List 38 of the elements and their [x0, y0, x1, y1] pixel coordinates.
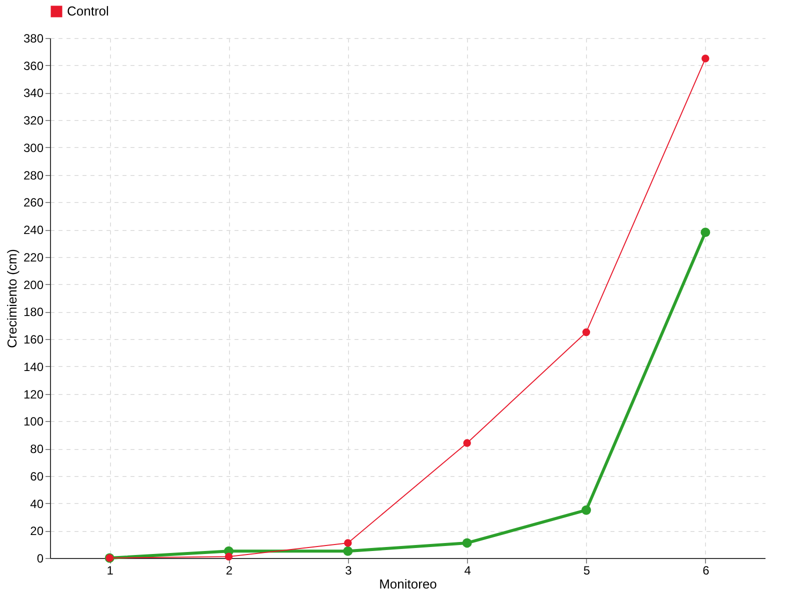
y-tick-label: 260 — [23, 196, 44, 210]
legend-label: Control — [67, 4, 110, 18]
x-tick-label: 2 — [226, 564, 233, 578]
point — [702, 54, 710, 62]
y-tick-label: 220 — [23, 250, 44, 264]
point — [343, 546, 353, 556]
y-tick-label: 320 — [23, 114, 44, 128]
y-tick-label: 0 — [36, 552, 44, 566]
y-tick-label: 180 — [23, 305, 44, 320]
y-tick-label: 160 — [23, 332, 44, 347]
point — [224, 552, 233, 560]
point — [344, 539, 352, 547]
y-tick-label: 240 — [23, 223, 44, 238]
y-tick-label: 60 — [30, 469, 44, 484]
y-tick-label: 200 — [23, 278, 44, 292]
y-tick-label: 40 — [30, 496, 44, 511]
x-tick-label: 1 — [106, 564, 114, 578]
y-tick-label: 340 — [23, 86, 44, 100]
point — [700, 228, 710, 238]
y-tick-label: 300 — [23, 140, 44, 155]
y-axis-title: Crecimiento (cm) — [4, 249, 20, 348]
y-tick-label: 100 — [23, 414, 44, 429]
y-tick-label: 280 — [23, 168, 44, 182]
x-tick-label: 3 — [345, 564, 352, 578]
y-tick-label: 20 — [30, 524, 44, 538]
y-tick-label: 380 — [23, 32, 44, 46]
x-axis-title: Monitoreo — [379, 576, 437, 592]
point — [463, 439, 471, 447]
y-tick-label: 80 — [30, 442, 44, 456]
x-tick-label: 6 — [702, 564, 710, 578]
x-tick-label: 4 — [464, 564, 472, 578]
point — [582, 505, 591, 515]
point — [462, 538, 472, 548]
y-tick-label: 360 — [23, 58, 44, 73]
y-tick-label: 140 — [23, 360, 44, 374]
point — [582, 328, 590, 336]
x-tick-label: 5 — [583, 564, 590, 578]
y-tick-label: 120 — [23, 387, 44, 402]
